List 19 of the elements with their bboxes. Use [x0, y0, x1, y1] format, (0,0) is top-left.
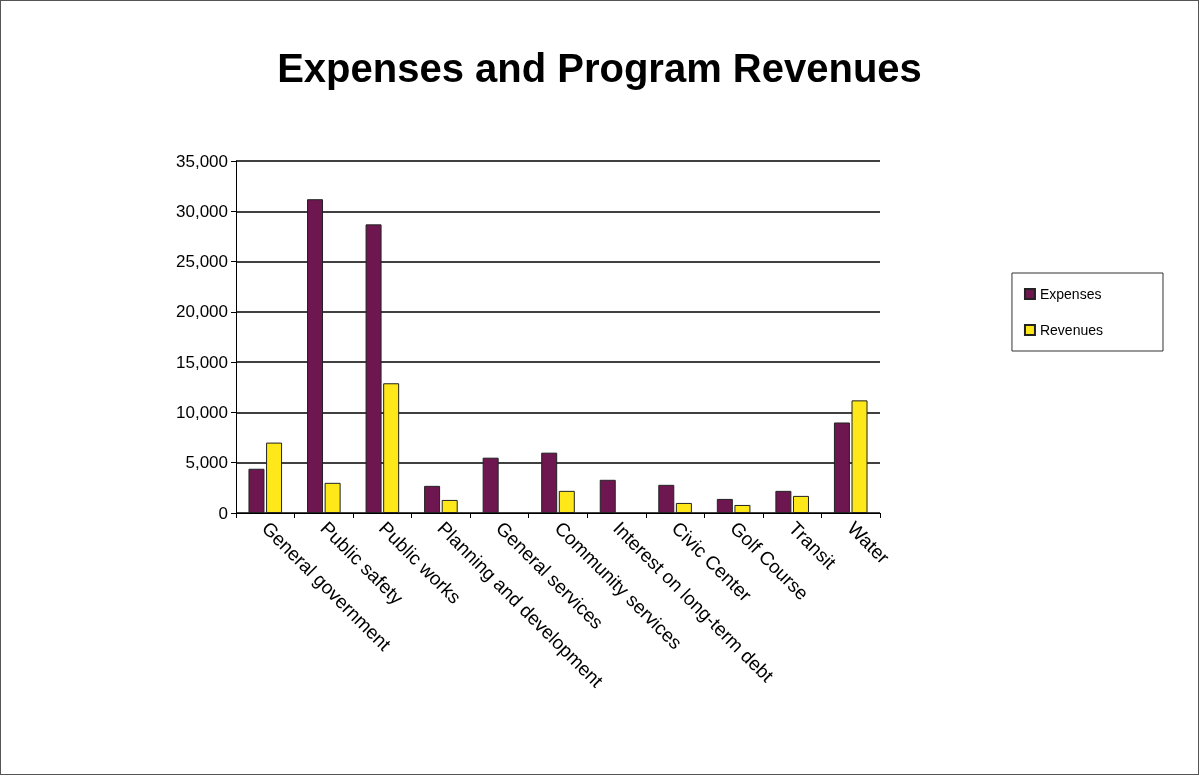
y-tick-label: 30,000: [176, 201, 228, 221]
bar: [658, 484, 675, 513]
bar: [424, 485, 441, 513]
bar: [541, 452, 558, 513]
bar: [599, 479, 616, 513]
y-tick-label: 0: [218, 503, 228, 523]
chart-title: Expenses and Program Revenues: [277, 46, 922, 90]
legend-label: Revenues: [1039, 322, 1104, 338]
y-tick-label: 5,000: [185, 453, 228, 473]
bar: [441, 499, 458, 513]
y-tick-label: 35,000: [176, 151, 228, 171]
legend-label: Expenses: [1039, 286, 1102, 302]
y-tick-label: 10,000: [176, 402, 228, 422]
y-tick-label: 20,000: [176, 302, 228, 322]
bar: [675, 502, 692, 513]
bar: [558, 490, 575, 513]
y-tick-label: 15,000: [176, 352, 228, 372]
bar: [482, 457, 499, 513]
y-tick-label: 25,000: [176, 252, 228, 272]
